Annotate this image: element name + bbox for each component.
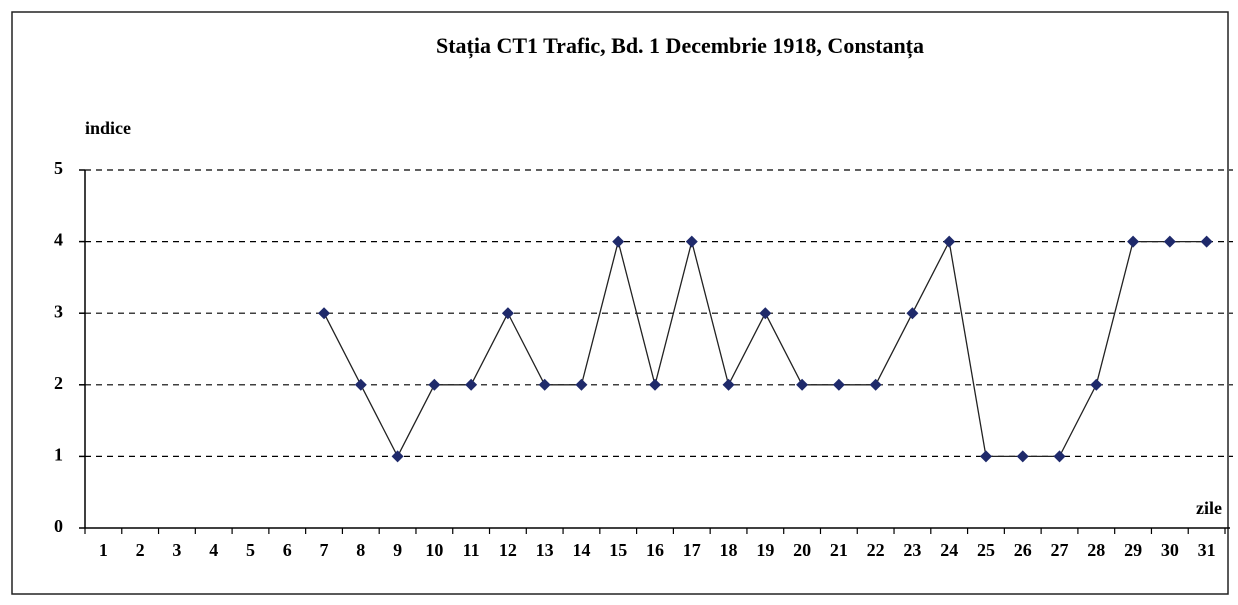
data-point xyxy=(354,378,367,391)
data-point xyxy=(722,378,735,391)
x-tick-label: 3 xyxy=(172,540,181,560)
data-point xyxy=(943,235,956,248)
y-tick-label: 5 xyxy=(54,158,63,178)
data-point xyxy=(612,235,625,248)
data-point xyxy=(1200,235,1213,248)
x-tick-label: 6 xyxy=(283,540,292,560)
x-axis-label: zile xyxy=(1196,498,1222,518)
y-tick-label: 1 xyxy=(54,445,63,465)
data-point xyxy=(649,378,661,391)
x-tick-label: 4 xyxy=(209,540,218,560)
data-point xyxy=(759,307,772,320)
data-point xyxy=(575,378,588,391)
x-tick-label: 20 xyxy=(793,540,811,560)
x-tick-label: 29 xyxy=(1124,540,1142,560)
x-tick-label: 25 xyxy=(977,540,995,560)
x-tick-label: 31 xyxy=(1198,540,1216,560)
x-tick-label: 16 xyxy=(646,540,664,560)
x-tick-label: 18 xyxy=(720,540,738,560)
data-point xyxy=(538,378,551,391)
data-point xyxy=(465,378,478,391)
data-point xyxy=(1090,378,1103,391)
chart-title: Stația CT1 Trafic, Bd. 1 Decembrie 1918,… xyxy=(436,33,924,59)
y-tick-label: 4 xyxy=(54,230,63,250)
x-tick-label: 1 xyxy=(99,540,108,560)
data-point xyxy=(428,378,441,391)
data-point xyxy=(1163,235,1176,248)
y-tick-label: 2 xyxy=(54,373,63,393)
x-tick-label: 30 xyxy=(1161,540,1179,560)
data-point xyxy=(869,378,882,391)
x-tick-label: 13 xyxy=(536,540,554,560)
x-tick-label: 9 xyxy=(393,540,402,560)
x-tick-label: 12 xyxy=(499,540,517,560)
data-point xyxy=(318,307,331,320)
frame xyxy=(11,11,1229,595)
x-tick-label: 28 xyxy=(1087,540,1105,560)
data-point xyxy=(1016,450,1029,463)
series-line xyxy=(323,239,1207,458)
x-tick-label: 5 xyxy=(246,540,255,560)
data-point xyxy=(906,307,919,320)
x-tick-label: 24 xyxy=(940,540,958,560)
x-tick-label: 10 xyxy=(425,540,443,560)
x-tick-label: 22 xyxy=(867,540,885,560)
x-tick-label: 11 xyxy=(463,540,480,560)
data-point xyxy=(1053,450,1066,463)
data-point xyxy=(796,378,809,391)
data-point xyxy=(832,378,845,391)
x-tick-label: 15 xyxy=(609,540,627,560)
x-tick-label: 23 xyxy=(903,540,921,560)
x-tick-label: 21 xyxy=(830,540,848,560)
y-tick-label: 0 xyxy=(54,516,63,536)
data-point xyxy=(501,307,514,320)
y-axis-label: indice xyxy=(85,118,131,138)
data-point xyxy=(979,450,992,463)
x-tick-label: 19 xyxy=(756,540,774,560)
x-tick-label: 17 xyxy=(683,540,701,560)
x-tick-label: 8 xyxy=(356,540,365,560)
x-tick-label: 2 xyxy=(136,540,145,560)
x-tick-label: 14 xyxy=(572,540,590,560)
data-point xyxy=(685,235,698,248)
x-tick-label: 27 xyxy=(1051,540,1069,560)
data-point xyxy=(1127,235,1140,248)
y-tick-label: 3 xyxy=(54,301,63,321)
data-point xyxy=(391,450,404,463)
x-tick-label: 7 xyxy=(320,540,329,560)
x-tick-label: 26 xyxy=(1014,540,1032,560)
